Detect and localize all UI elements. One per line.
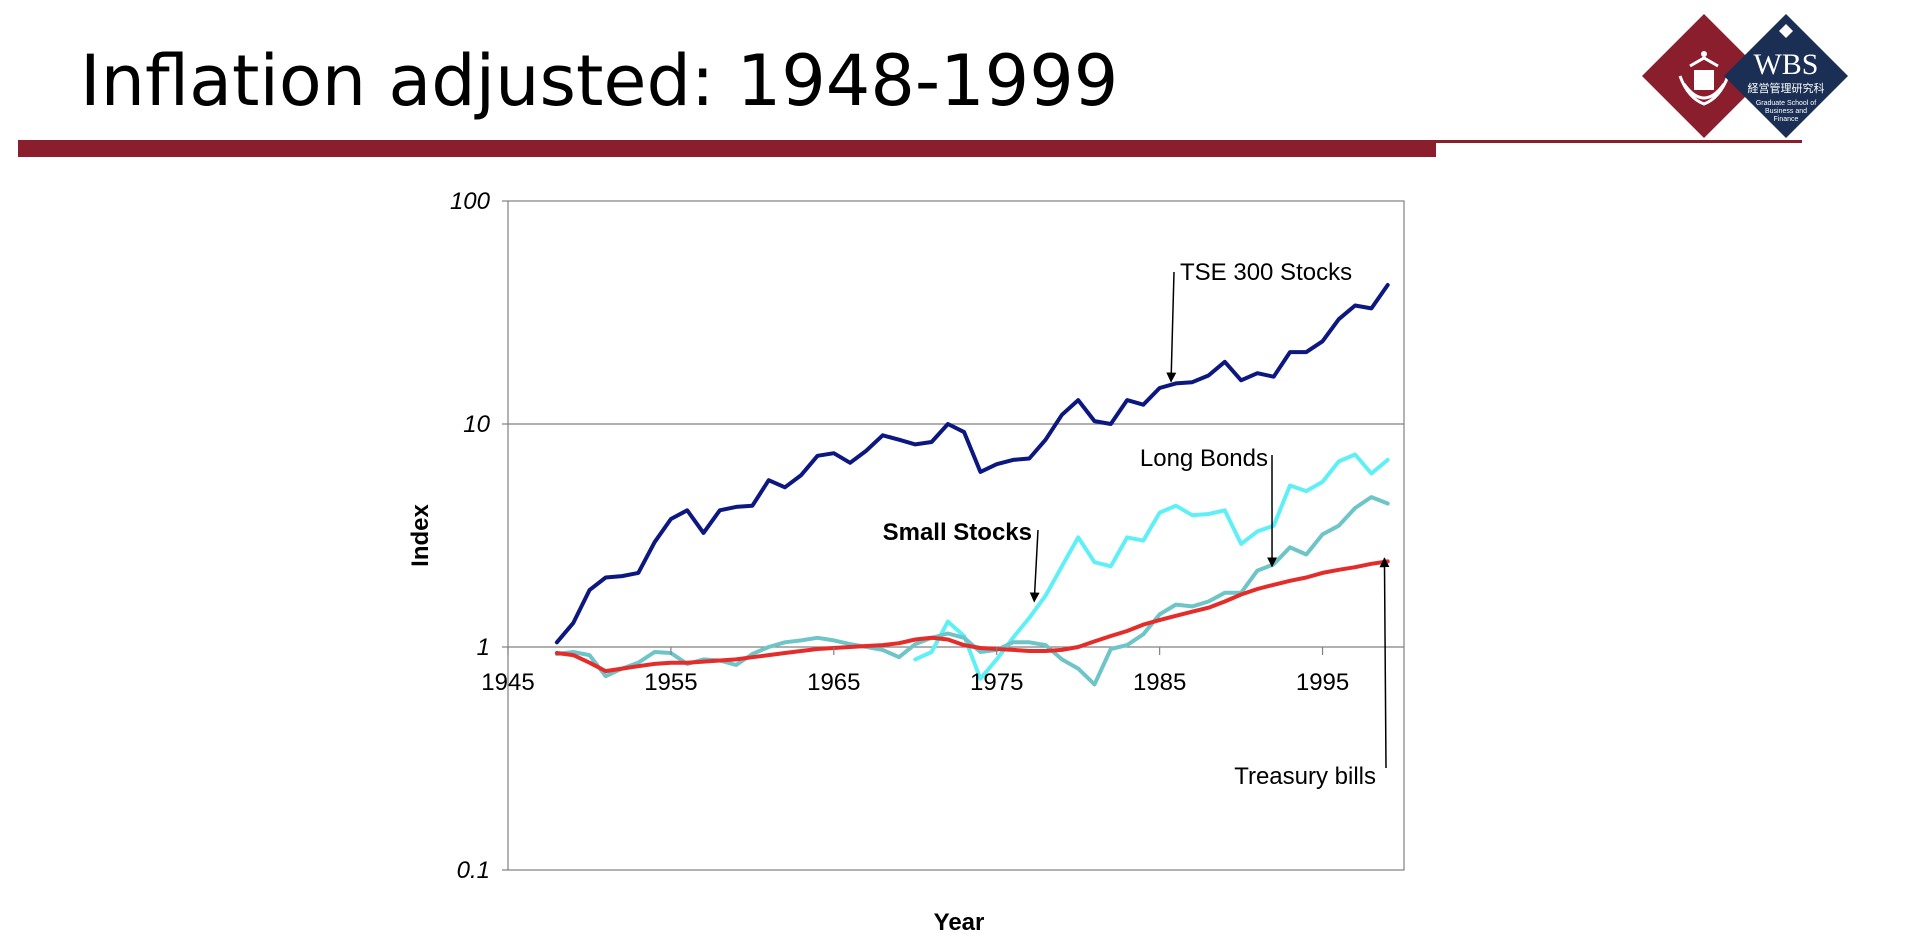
x-tick-label: 1965 [807,669,860,696]
annotation-layer: TSE 300 Stocks Long Bonds Small Stocks Trea… [883,259,1390,790]
y-tick-label: 100 [450,188,491,215]
annotation-label: Long Bonds [1140,445,1268,472]
title-underline-thin [1436,140,1802,143]
series-layer [554,283,1390,687]
logo-navy-diamond [1724,14,1848,138]
x-tick-label: 1985 [1133,669,1186,696]
annotation-arrow [1166,271,1177,383]
y-tick-label: 0.1 [457,857,490,884]
x-axis-label: Year [934,909,985,936]
annotation-label: Small Stocks [883,519,1032,546]
plot-frame [507,200,1405,871]
y-tick-label: 1 [477,634,490,661]
logo-en-line: Business and [1765,108,1807,115]
slide-title: Inflation adjusted: 1948-1999 [80,40,1119,122]
logo-en-line: Graduate School of [1756,100,1816,107]
series-line [554,283,1390,645]
x-tick-label: 1995 [1296,669,1349,696]
y-tick-label: 10 [463,411,490,438]
annotation-label: Treasury bills [1234,763,1376,790]
logo-brand: WBS [1753,48,1818,81]
annotation-arrow [1029,529,1040,603]
series-line [554,559,1390,674]
diamond-mark-icon [1779,24,1793,38]
annotation-label: TSE 300 Stocks [1180,259,1352,286]
annotation-arrow [1379,557,1390,769]
title-underline-bar [18,140,1436,157]
series-line [913,452,1390,681]
x-tick-label: 1955 [644,669,697,696]
logo-jp-name: 経営管理研究科 [1748,81,1825,95]
grid-layer [507,200,1405,871]
wbs-logo: WBS 経営管理研究科 Graduate School of Business … [1642,14,1848,138]
x-tick-label: 1975 [970,669,1023,696]
x-tick-label: 1945 [481,669,534,696]
university-crest-icon [1678,51,1730,106]
y-axis-label: Index [407,504,434,567]
logo-en-line: Finance [1774,116,1799,123]
axis-layer: 0.1 1 10 100 1945 1955 1965 1975 1985 1995 Year Ind… [407,188,1349,936]
